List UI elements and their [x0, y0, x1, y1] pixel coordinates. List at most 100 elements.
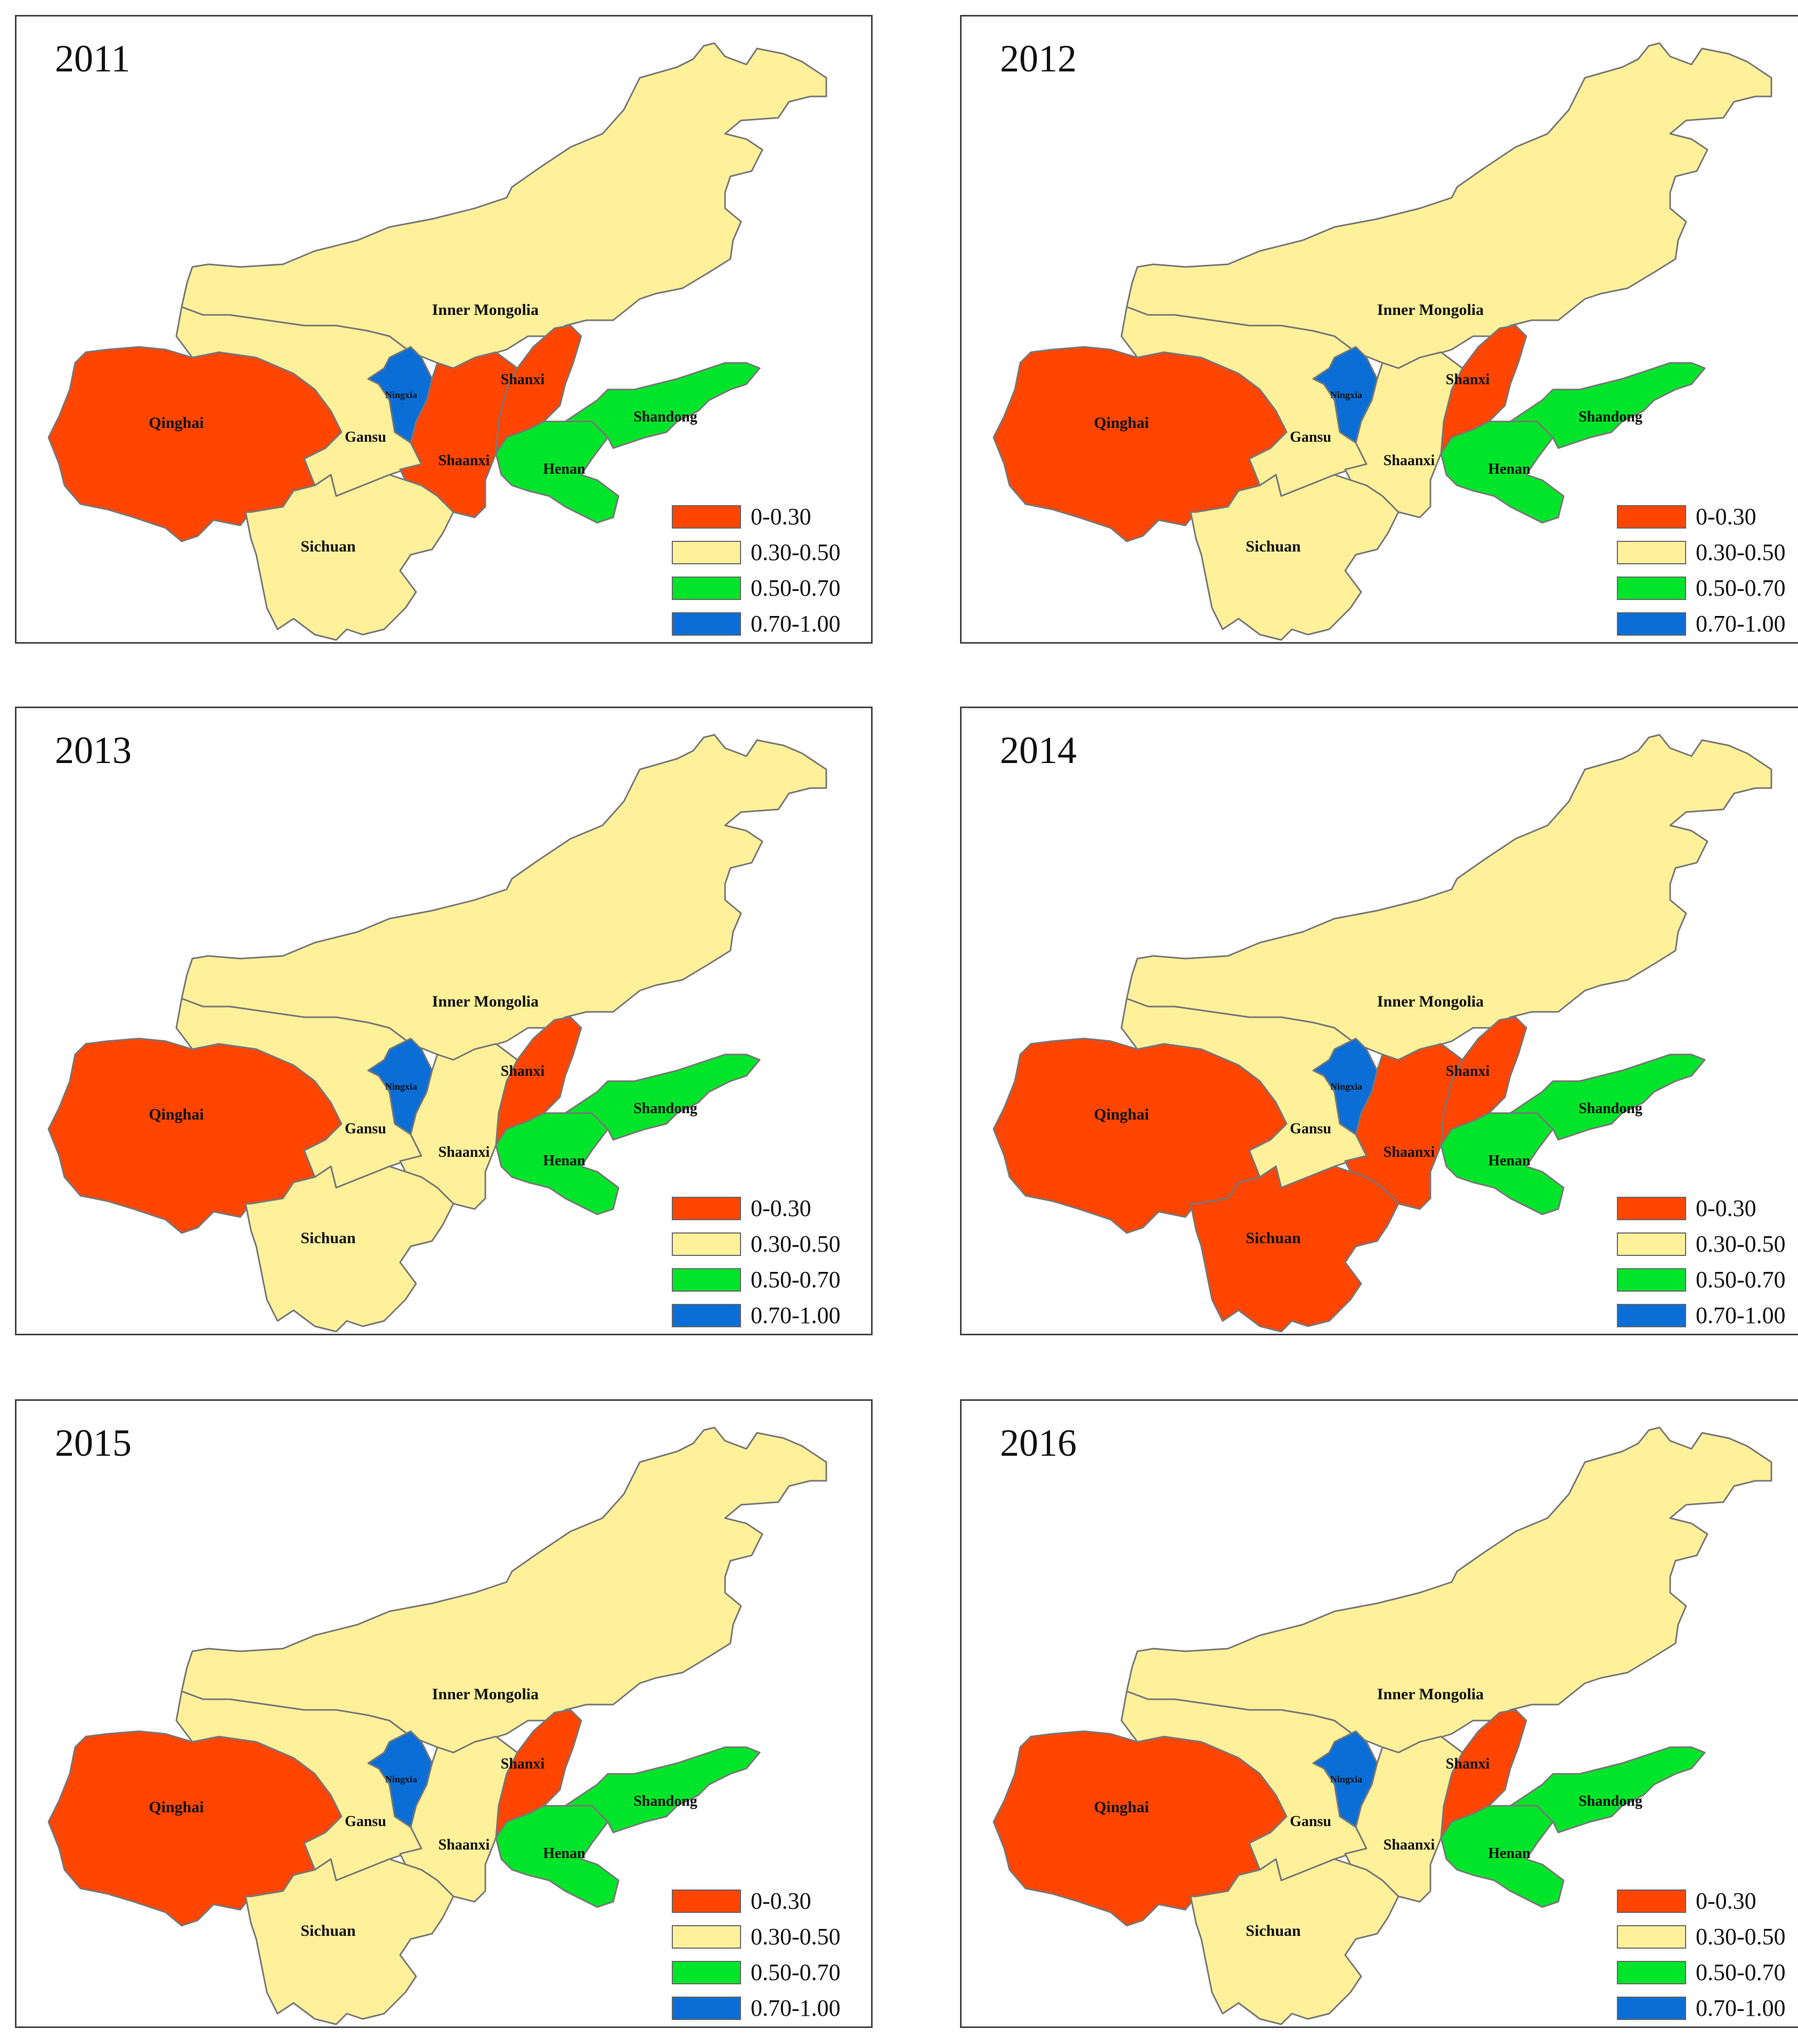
- legend-item: 0-0.30: [1617, 499, 1786, 534]
- legend-item: 0.70-1.00: [672, 1990, 841, 2026]
- province-map: Inner Mongolia Qinghai Gansu Ningxia Shanxi S…: [992, 1426, 1772, 2025]
- province-label-shanxi: Shanxi: [1446, 371, 1490, 388]
- legend-swatch: [1617, 540, 1686, 564]
- province-inner-mongolia: [181, 734, 827, 1061]
- province-label-inner-mongolia: Inner Mongolia: [432, 301, 539, 319]
- year-label: 2013: [55, 729, 132, 772]
- map-panel-2016: Inner Mongolia Qinghai Gansu Ningxia Shanxi S…: [960, 1399, 1798, 2028]
- legend-swatch: [672, 540, 741, 564]
- legend-swatch: [672, 1196, 741, 1220]
- legend: 0-0.30 0.30-0.50 0.50-0.70 0.70-1.00: [672, 499, 841, 642]
- year-label: 2012: [1000, 37, 1077, 80]
- province-shandong: [1509, 1746, 1706, 1834]
- province-label-shandong: Shandong: [633, 409, 697, 425]
- legend-label: 0-0.30: [1696, 1195, 1756, 1221]
- legend-label: 0.50-0.70: [1696, 1959, 1786, 1985]
- legend-item: 0.30-0.50: [672, 1226, 841, 1262]
- legend-swatch: [672, 1960, 741, 1984]
- province-label-qinghai: Qinghai: [1094, 414, 1149, 432]
- province-label-sichuan: Sichuan: [1246, 1229, 1301, 1247]
- legend-label: 0.70-1.00: [751, 1995, 841, 2021]
- legend-label: 0.30-0.50: [751, 1924, 841, 1950]
- province-inner-mongolia: [1126, 734, 1772, 1061]
- province-label-sichuan: Sichuan: [300, 1922, 356, 1940]
- legend-label: 0.70-1.00: [1696, 1995, 1786, 2021]
- province-map: Inner Mongolia Qinghai Gansu Ningxia Shanxi S…: [47, 734, 827, 1333]
- province-label-sichuan: Sichuan: [300, 1229, 356, 1247]
- legend-label: 0.50-0.70: [1696, 575, 1786, 601]
- year-label: 2016: [1000, 1422, 1077, 1464]
- province-label-shanxi: Shanxi: [501, 1063, 545, 1080]
- legend-label: 0-0.30: [751, 504, 811, 530]
- province-label-shaanxi: Shaanxi: [438, 452, 490, 469]
- legend-item: 0.70-1.00: [672, 1297, 841, 1333]
- province-map: Inner Mongolia Qinghai Gansu Ningxia Shanxi S…: [992, 734, 1772, 1333]
- province-map: Inner Mongolia Qinghai Gansu Ningxia Shanxi S…: [47, 42, 827, 641]
- province-henan: [495, 1805, 620, 1908]
- map-panel-2012: Inner Mongolia Qinghai Gansu Ningxia Shanxi S…: [960, 15, 1798, 644]
- legend-swatch: [672, 505, 741, 529]
- province-shandong: [1509, 362, 1706, 449]
- province-shandong: [1509, 1053, 1706, 1141]
- legend-label: 0.30-0.50: [1696, 1231, 1786, 1257]
- province-label-qinghai: Qinghai: [1094, 1798, 1149, 1816]
- legend-item: 0-0.30: [672, 1190, 841, 1226]
- legend-item: 0-0.30: [672, 499, 841, 534]
- province-label-henan: Henan: [543, 1153, 585, 1169]
- province-label-shanxi: Shanxi: [1446, 1756, 1490, 1772]
- legend-label: 0.30-0.50: [1696, 539, 1786, 565]
- province-label-shandong: Shandong: [633, 1100, 697, 1117]
- legend-label: 0-0.30: [1696, 1888, 1756, 1914]
- legend-swatch: [1617, 1196, 1686, 1220]
- legend-label: 0.50-0.70: [1696, 1267, 1786, 1293]
- province-label-henan: Henan: [1488, 1153, 1531, 1169]
- map-panel-2013: Inner Mongolia Qinghai Gansu Ningxia Shanxi S…: [15, 707, 873, 1335]
- province-label-shaanxi: Shaanxi: [1384, 1144, 1435, 1161]
- province-label-gansu: Gansu: [345, 429, 386, 445]
- legend-label: 0.30-0.50: [1696, 1924, 1786, 1950]
- map-panel-2015: Inner Mongolia Qinghai Gansu Ningxia Shanxi S…: [15, 1399, 873, 2028]
- legend-label: 0.70-1.00: [751, 1302, 841, 1328]
- legend: 0-0.30 0.30-0.50 0.50-0.70 0.70-1.00: [1617, 1883, 1786, 2026]
- legend-label: 0.30-0.50: [751, 1231, 841, 1257]
- legend-label: 0-0.30: [751, 1888, 811, 1914]
- legend-item: 0.70-1.00: [1617, 1297, 1786, 1333]
- legend-item: 0.50-0.70: [1617, 1954, 1786, 1990]
- province-label-gansu: Gansu: [1290, 1121, 1331, 1137]
- province-label-inner-mongolia: Inner Mongolia: [1377, 993, 1484, 1010]
- province-henan: [495, 420, 620, 524]
- province-sichuan: [1190, 474, 1400, 641]
- legend-item: 0.70-1.00: [1617, 1990, 1786, 2026]
- province-label-shaanxi: Shaanxi: [1384, 452, 1435, 469]
- province-label-shaanxi: Shaanxi: [438, 1144, 490, 1161]
- legend-label: 0.30-0.50: [751, 539, 841, 565]
- province-sichuan: [245, 474, 454, 641]
- province-label-shandong: Shandong: [1579, 1793, 1642, 1810]
- province-shandong: [564, 362, 761, 449]
- province-sichuan: [1190, 1165, 1400, 1333]
- province-inner-mongolia: [1126, 1426, 1772, 1754]
- province-label-shanxi: Shanxi: [1446, 1063, 1490, 1080]
- legend-swatch: [672, 1232, 741, 1256]
- legend-label: 0.50-0.70: [751, 1267, 841, 1293]
- legend-item: 0.30-0.50: [672, 1919, 841, 1954]
- province-label-ningxia: Ningxia: [385, 1081, 417, 1092]
- province-inner-mongolia: [181, 1426, 827, 1754]
- legend-item: 0-0.30: [1617, 1190, 1786, 1226]
- province-label-qinghai: Qinghai: [149, 1106, 204, 1123]
- legend-swatch: [1617, 1925, 1686, 1949]
- province-label-shaanxi: Shaanxi: [1384, 1837, 1435, 1853]
- legend: 0-0.30 0.30-0.50 0.50-0.70 0.70-1.00: [1617, 499, 1786, 642]
- legend-swatch: [672, 1268, 741, 1292]
- province-label-gansu: Gansu: [1290, 1813, 1331, 1830]
- legend-swatch: [672, 1996, 741, 2020]
- province-label-qinghai: Qinghai: [1094, 1106, 1149, 1123]
- province-label-qinghai: Qinghai: [149, 1798, 204, 1816]
- legend-item: 0.70-1.00: [672, 606, 841, 642]
- legend-label: 0-0.30: [1696, 504, 1756, 530]
- province-label-shaanxi: Shaanxi: [438, 1837, 490, 1853]
- legend-swatch: [1617, 576, 1686, 600]
- legend-item: 0.30-0.50: [1617, 1226, 1786, 1262]
- legend-swatch: [1617, 1303, 1686, 1327]
- province-label-henan: Henan: [543, 461, 585, 477]
